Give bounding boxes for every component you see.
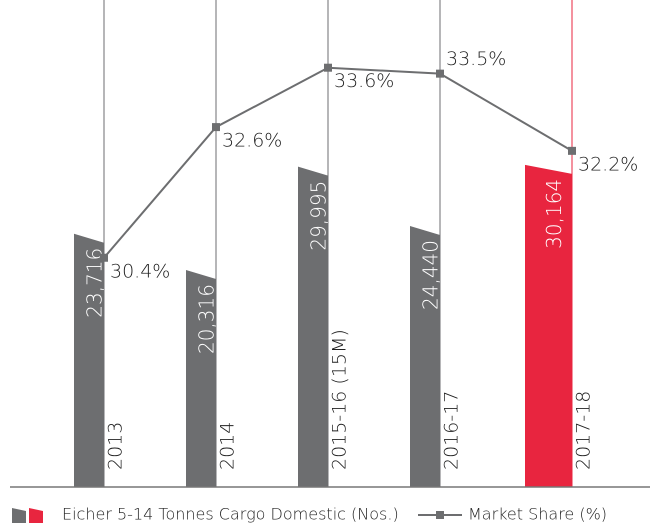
- bar: [410, 225, 440, 487]
- share-marker: [568, 146, 576, 155]
- share-label: 32.2%: [578, 153, 638, 175]
- legend-label: Market Share (%): [468, 505, 607, 524]
- share-marker: [436, 69, 444, 78]
- bar: [74, 233, 104, 487]
- legend-label: Eicher 5-14 Tonnes Cargo Domestic (Nos.): [62, 505, 399, 524]
- bar-value-label: 20,316: [195, 284, 219, 354]
- category-label: 2015-16 (15M): [329, 329, 351, 470]
- share-label: 30.4%: [110, 260, 170, 282]
- share-label: 33.5%: [446, 48, 506, 70]
- share-label: 32.6%: [222, 130, 282, 152]
- legend-swatch: [12, 508, 26, 523]
- bar: [525, 164, 572, 488]
- bar: [298, 166, 328, 487]
- category-label: 2013: [105, 422, 127, 470]
- bar-value-label: 24,440: [419, 240, 443, 310]
- bar: [186, 270, 216, 487]
- share-line: [103, 66, 573, 259]
- bar-value-label: 29,995: [307, 181, 331, 251]
- share-marker: [100, 253, 108, 262]
- share-marker: [324, 63, 332, 72]
- category-label: 2016-17: [441, 391, 463, 470]
- category-label: 2014: [217, 422, 239, 470]
- share-label: 33.6%: [334, 70, 394, 92]
- category-label: 2017-18: [573, 391, 595, 470]
- legend-swatch: [29, 508, 43, 523]
- share-marker: [212, 123, 220, 132]
- legend-marker: [436, 511, 444, 519]
- bar-value-label: 30,164: [542, 179, 566, 249]
